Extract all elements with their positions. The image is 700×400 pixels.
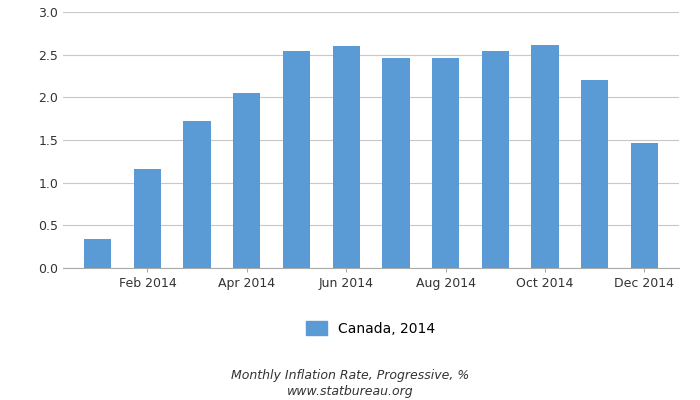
Text: Monthly Inflation Rate, Progressive, %: Monthly Inflation Rate, Progressive, % <box>231 370 469 382</box>
Bar <box>332 46 360 268</box>
Bar <box>531 45 559 268</box>
Bar <box>283 51 310 268</box>
Bar <box>581 80 608 268</box>
Bar <box>233 93 260 268</box>
Bar <box>631 142 658 268</box>
Bar <box>482 51 509 268</box>
Bar <box>382 58 410 268</box>
Bar <box>432 58 459 268</box>
Bar <box>134 169 161 268</box>
Bar <box>84 239 111 268</box>
Bar <box>183 121 211 268</box>
Text: www.statbureau.org: www.statbureau.org <box>287 386 413 398</box>
Legend: Canada, 2014: Canada, 2014 <box>307 321 435 336</box>
